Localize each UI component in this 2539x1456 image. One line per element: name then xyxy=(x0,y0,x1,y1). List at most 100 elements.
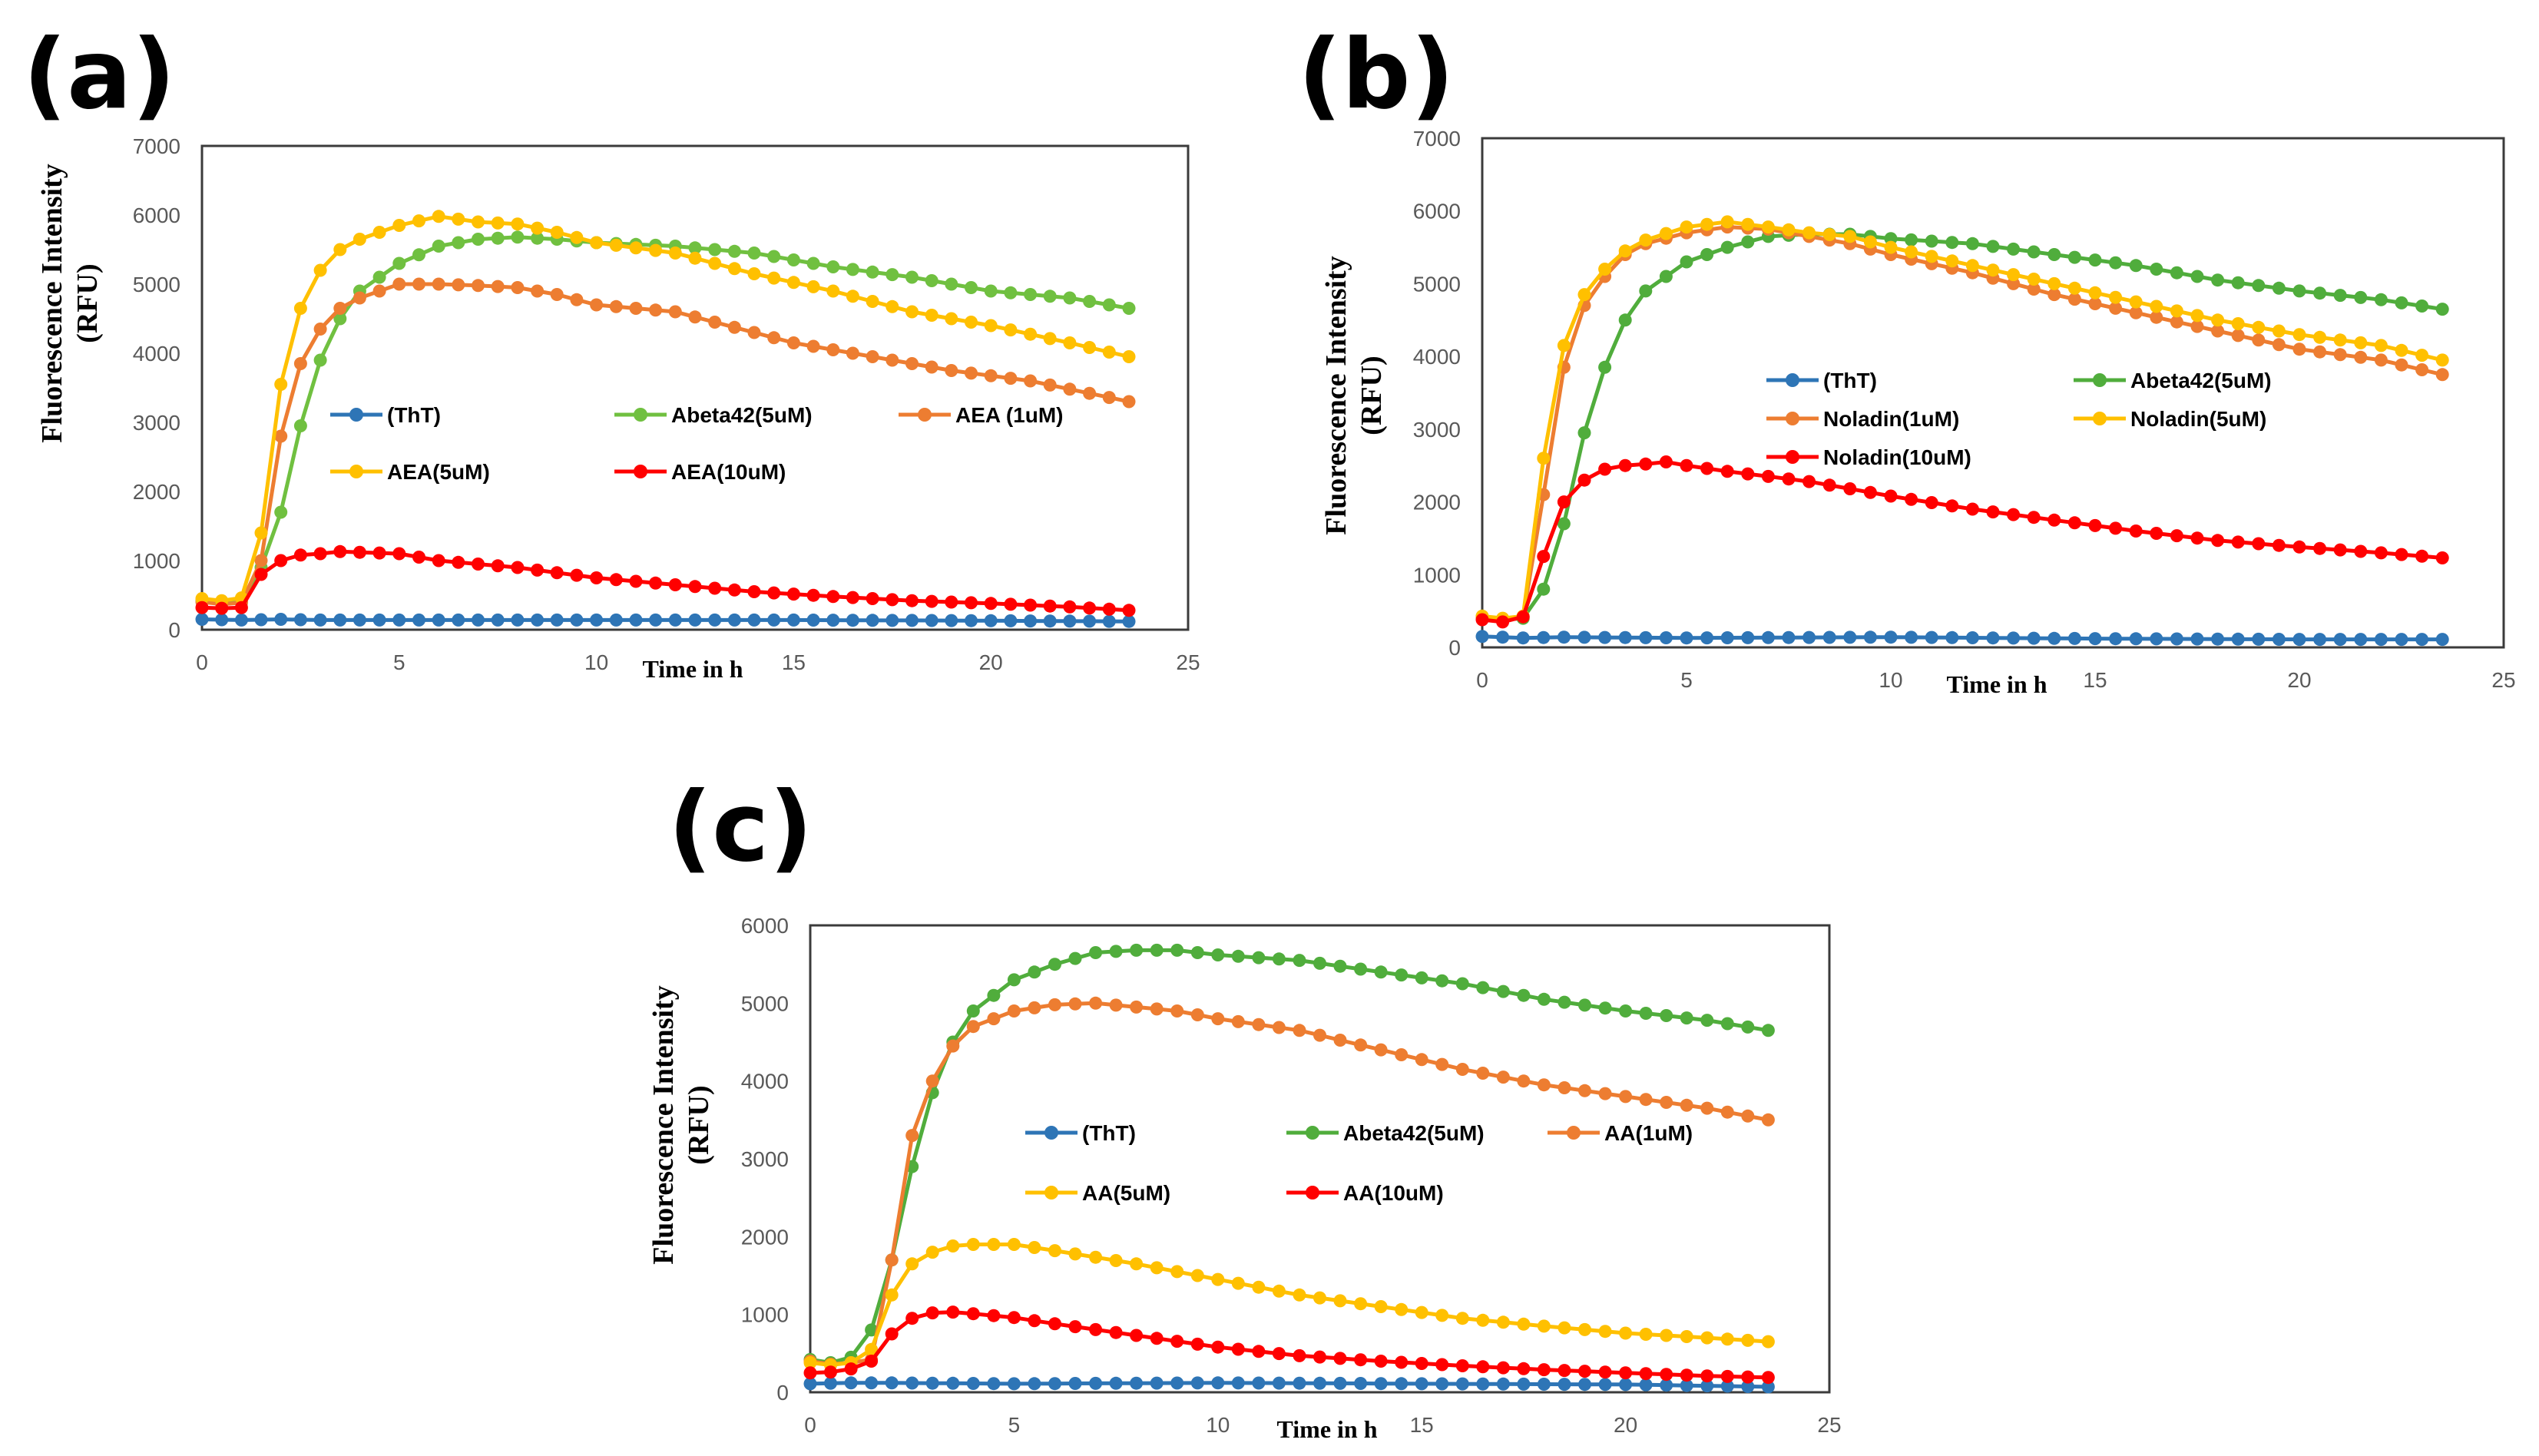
data-point xyxy=(1517,1074,1531,1088)
data-point xyxy=(1578,1084,1591,1097)
data-point xyxy=(511,613,525,627)
data-point xyxy=(925,1376,939,1390)
data-point xyxy=(432,210,445,223)
data-point xyxy=(550,288,564,301)
data-point xyxy=(2292,284,2306,298)
data-point xyxy=(1089,1376,1103,1390)
data-point xyxy=(1211,948,1225,961)
legend-label: Abeta42(5uM) xyxy=(1343,1121,1485,1145)
data-point xyxy=(1516,610,1530,624)
y-tick-labels: 0 1000 2000 3000 4000 5000 6000 7000 xyxy=(133,134,180,642)
data-point xyxy=(412,551,425,564)
data-point xyxy=(1741,1370,1755,1384)
data-point xyxy=(1802,226,1816,240)
data-point xyxy=(1190,1337,1204,1351)
data-point xyxy=(1063,291,1077,305)
data-point xyxy=(1435,1309,1449,1322)
data-point xyxy=(432,613,445,627)
data-point xyxy=(905,1312,919,1325)
data-point xyxy=(2129,259,2143,273)
data-point xyxy=(1618,244,1632,258)
data-point xyxy=(1211,1272,1225,1286)
data-point xyxy=(806,280,820,293)
data-point xyxy=(372,226,386,239)
data-point xyxy=(2067,631,2081,645)
data-point xyxy=(2190,309,2204,323)
data-point xyxy=(274,378,288,391)
data-point xyxy=(1068,1320,1082,1334)
data-point xyxy=(747,326,761,339)
data-point xyxy=(1659,227,1673,240)
data-point xyxy=(1680,1330,1693,1343)
data-point xyxy=(491,559,505,573)
y-tick-label: 7000 xyxy=(133,134,180,158)
data-point xyxy=(846,346,859,360)
data-point xyxy=(1619,1366,1633,1380)
data-point xyxy=(1496,984,1510,998)
data-point xyxy=(1700,631,1714,645)
data-point xyxy=(1354,1297,1368,1311)
data-point xyxy=(511,230,525,244)
data-point xyxy=(1577,630,1591,644)
y-axis-title-line2: (RFU) xyxy=(1356,356,1388,435)
data-point xyxy=(254,613,268,627)
data-point xyxy=(905,1376,919,1390)
data-point xyxy=(1043,599,1057,613)
data-point xyxy=(767,331,781,345)
data-point xyxy=(1130,1000,1144,1014)
data-point xyxy=(1660,1329,1673,1342)
data-point xyxy=(925,614,938,627)
data-point xyxy=(2047,513,2061,527)
y-tick-label: 0 xyxy=(168,618,180,642)
data-point xyxy=(966,1377,980,1390)
legend-item: (ThT) xyxy=(1025,1121,1136,1145)
data-point xyxy=(274,613,288,626)
data-point xyxy=(1720,1017,1734,1031)
data-point xyxy=(1863,630,1877,644)
y-tick-label: 4000 xyxy=(133,342,180,366)
data-point xyxy=(688,310,702,324)
data-point xyxy=(1782,223,1796,237)
data-point xyxy=(905,305,919,319)
data-point xyxy=(2109,301,2123,315)
data-point xyxy=(1109,1325,1123,1339)
data-point xyxy=(2415,299,2429,313)
data-point xyxy=(2313,330,2327,344)
data-point xyxy=(1272,952,1286,966)
x-tick-label: 5 xyxy=(1680,668,1693,692)
data-point xyxy=(1354,1377,1368,1390)
data-point xyxy=(2231,317,2245,330)
data-point xyxy=(866,295,879,308)
y-tick-label: 1000 xyxy=(133,549,180,573)
y-tick-labels: 0 1000 2000 3000 4000 5000 6000 xyxy=(741,914,789,1405)
data-point xyxy=(1333,1376,1347,1390)
data-point xyxy=(609,613,623,627)
data-point xyxy=(1293,1376,1306,1390)
data-point xyxy=(2150,299,2163,313)
data-point xyxy=(885,1376,899,1390)
data-point xyxy=(2190,632,2204,646)
data-point xyxy=(215,601,229,615)
data-point xyxy=(1496,630,1510,644)
data-point xyxy=(1007,1004,1021,1018)
data-point xyxy=(1293,954,1306,968)
data-point xyxy=(1578,998,1591,1012)
data-point xyxy=(1720,1379,1734,1393)
data-point xyxy=(2272,633,2286,646)
data-point xyxy=(1007,1311,1021,1325)
legend-item: Noladin(10uM) xyxy=(1766,445,1971,469)
data-point xyxy=(570,230,584,244)
data-point xyxy=(1170,1004,1184,1018)
data-point xyxy=(1680,458,1693,472)
y-tick-labels: 0 1000 2000 3000 4000 5000 6000 7000 xyxy=(1413,127,1461,660)
data-point xyxy=(2211,273,2225,287)
data-point xyxy=(1741,1109,1755,1123)
data-point xyxy=(1435,1358,1449,1372)
data-point xyxy=(1043,378,1057,392)
data-point xyxy=(392,547,406,561)
data-point xyxy=(1598,1365,1612,1379)
data-point xyxy=(1395,1048,1409,1061)
data-point xyxy=(1761,1113,1775,1127)
data-point xyxy=(1843,630,1857,644)
